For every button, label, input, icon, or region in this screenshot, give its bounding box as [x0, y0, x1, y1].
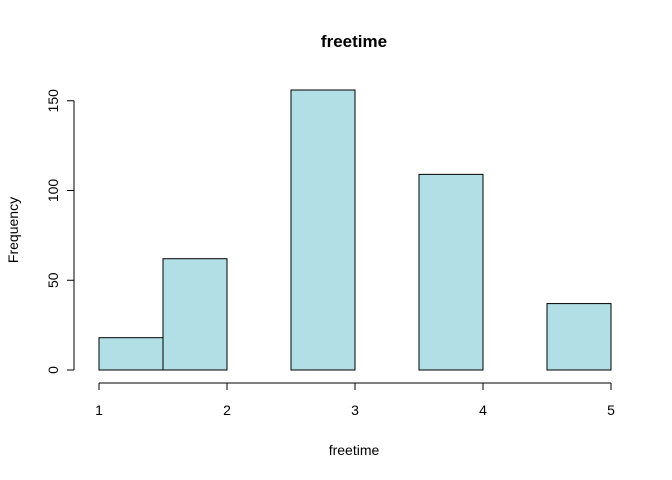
histogram-bar: [546, 303, 612, 371]
bars-group: [98, 89, 612, 371]
chart-title: freetime: [321, 32, 387, 51]
histogram-bar: [290, 89, 356, 371]
y-tick-label: 0: [45, 366, 61, 374]
x-axis: 1 2 3 4 5: [95, 382, 615, 418]
y-axis-label: Frequency: [5, 197, 21, 263]
y-tick-label: 100: [45, 179, 61, 203]
y-tick-label: 150: [45, 89, 61, 113]
x-tick-label: 1: [95, 402, 103, 418]
x-tick-label: 3: [351, 402, 359, 418]
histogram-bar: [418, 173, 484, 371]
histogram-bar: [98, 337, 164, 371]
y-axis: 0 50 100 150: [45, 89, 75, 374]
x-tick-label: 2: [223, 402, 231, 418]
histogram-bar: [162, 258, 228, 371]
x-tick-label: 4: [479, 402, 487, 418]
x-axis-label: freetime: [329, 442, 380, 458]
y-tick-label: 50: [45, 272, 61, 288]
x-tick-label: 5: [607, 402, 615, 418]
